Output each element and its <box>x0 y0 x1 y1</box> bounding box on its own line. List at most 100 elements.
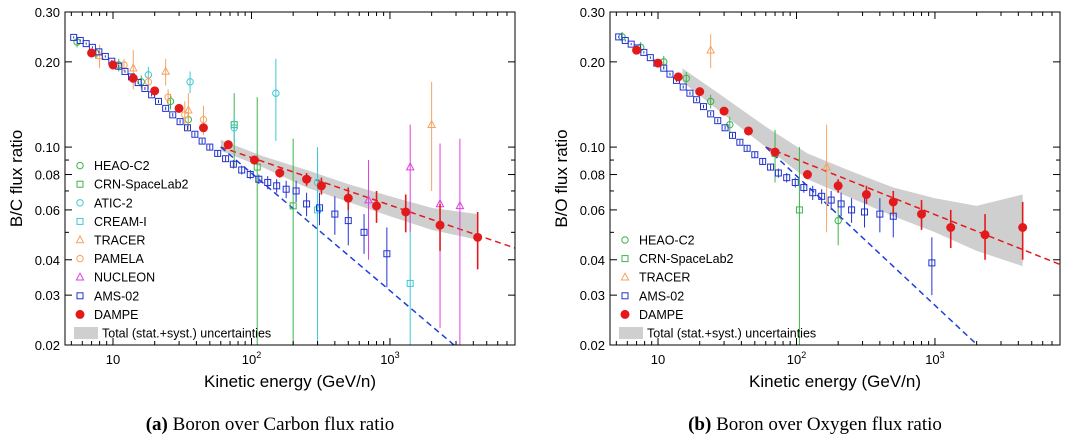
data-point <box>174 103 184 113</box>
legend-label-tracer: TRACER <box>639 271 690 285</box>
data-point <box>70 33 78 41</box>
data-point <box>693 96 701 104</box>
data-point <box>206 143 214 151</box>
caption-b: (b) Boron over Oxygen flux ratio <box>545 414 1085 436</box>
data-point <box>273 182 281 190</box>
legend-label-cream-i: CREAM-I <box>94 215 147 229</box>
data-point <box>343 193 353 203</box>
data-point <box>837 200 845 208</box>
data-point <box>980 230 990 240</box>
data-point <box>455 200 465 210</box>
caption-a: (a) Boron over Carbon flux ratio <box>0 414 540 436</box>
legend-label-ams-02: AMS-02 <box>94 289 139 303</box>
data-point <box>917 209 927 219</box>
data-point <box>833 181 843 191</box>
y-tick-label: 0.10 <box>35 140 60 155</box>
legend-marker-dampe <box>620 309 630 319</box>
data-point <box>162 104 170 112</box>
legend-label-ams-02: AMS-02 <box>639 289 684 303</box>
data-point <box>331 210 339 218</box>
legend-marker-nucleon <box>75 272 85 281</box>
legend-label-heao-c2: HEAO-C2 <box>639 234 695 248</box>
legend-band-swatch <box>74 327 98 339</box>
data-point <box>255 175 263 183</box>
legend-band-swatch <box>619 327 643 339</box>
series-ams-02 <box>615 33 936 296</box>
legend-marker-tracer <box>620 272 630 281</box>
data-point <box>640 48 648 56</box>
legend-label-atic-2: ATIC-2 <box>94 196 133 210</box>
data-point <box>714 117 722 125</box>
data-point <box>383 250 391 258</box>
x-tick-label: 103 <box>380 350 399 367</box>
data-point <box>406 279 414 287</box>
legend-marker-tracer <box>75 234 85 244</box>
data-point <box>223 140 233 150</box>
data-point <box>473 232 483 242</box>
data-point <box>101 52 109 60</box>
data-point <box>141 85 149 93</box>
data-point <box>876 210 884 218</box>
data-point <box>246 171 254 179</box>
data-point <box>360 228 368 236</box>
data-point <box>759 157 767 165</box>
y-tick-label: 0.20 <box>35 55 60 70</box>
legend-marker-atic-2 <box>76 199 84 207</box>
data-point <box>199 115 208 124</box>
data-point <box>161 66 171 75</box>
x-axis-label: Kinetic energy (GeV/n) <box>204 372 376 391</box>
data-point <box>164 93 172 101</box>
data-point <box>183 105 193 114</box>
data-point <box>128 73 138 83</box>
caption-b-tag: (b) <box>688 414 712 435</box>
data-point <box>364 194 373 204</box>
data-point <box>121 67 129 75</box>
data-point <box>292 187 300 195</box>
data-point <box>706 97 715 106</box>
y-tick-label: 0.02 <box>35 338 60 353</box>
x-tick-label: 102 <box>787 350 806 367</box>
x-tick-label: 102 <box>242 350 261 367</box>
series-tracer <box>706 34 832 233</box>
data-point <box>767 163 775 171</box>
data-point <box>154 97 162 105</box>
legend-marker-ams-02 <box>621 292 629 300</box>
data-point <box>82 40 90 48</box>
legend: HEAO-C2 CRN-SpaceLab2 ATIC-2 CREAM-I TRACER P… <box>74 159 271 341</box>
data-point <box>743 126 753 136</box>
data-point <box>249 155 259 165</box>
plot-frame <box>609 11 1061 346</box>
legend-marker-heao-c2 <box>621 236 629 244</box>
data-point <box>253 163 261 171</box>
data-point <box>427 119 437 128</box>
legend-label-heao-c2: HEAO-C2 <box>94 159 150 173</box>
data-point <box>682 74 690 82</box>
data-point <box>372 201 382 211</box>
data-point <box>435 220 445 230</box>
data-point <box>401 207 411 217</box>
series-dampe <box>87 48 483 270</box>
data-point <box>822 162 832 171</box>
data-point <box>108 60 118 70</box>
y-tick-label: 0.20 <box>580 55 605 70</box>
uncertainty-band <box>682 68 1023 267</box>
legend-marker-crn-spacelab2 <box>76 180 84 188</box>
data-point <box>198 123 208 133</box>
data-point <box>316 181 326 191</box>
legend-marker-cream-i <box>76 217 84 225</box>
data-point <box>800 183 808 191</box>
legend-label-dampe: DAMPE <box>639 308 683 322</box>
legend-marker-dampe <box>75 309 85 319</box>
data-point <box>861 190 871 200</box>
bo-flux-ratio-chart: 10 102 103 0.02 0.03 0.04 0.06 0.08 0.10 0.20 0.30… <box>552 5 1061 391</box>
y-tick-label: 0.03 <box>580 288 605 303</box>
data-point <box>707 110 715 118</box>
data-point <box>214 149 222 157</box>
data-point <box>861 208 869 216</box>
data-point <box>264 178 272 186</box>
data-point <box>183 124 191 132</box>
data-point <box>743 144 751 152</box>
legend-marker-crn-spacelab2 <box>621 255 629 263</box>
data-point <box>646 54 654 62</box>
y-tick-label: 0.04 <box>35 253 60 268</box>
